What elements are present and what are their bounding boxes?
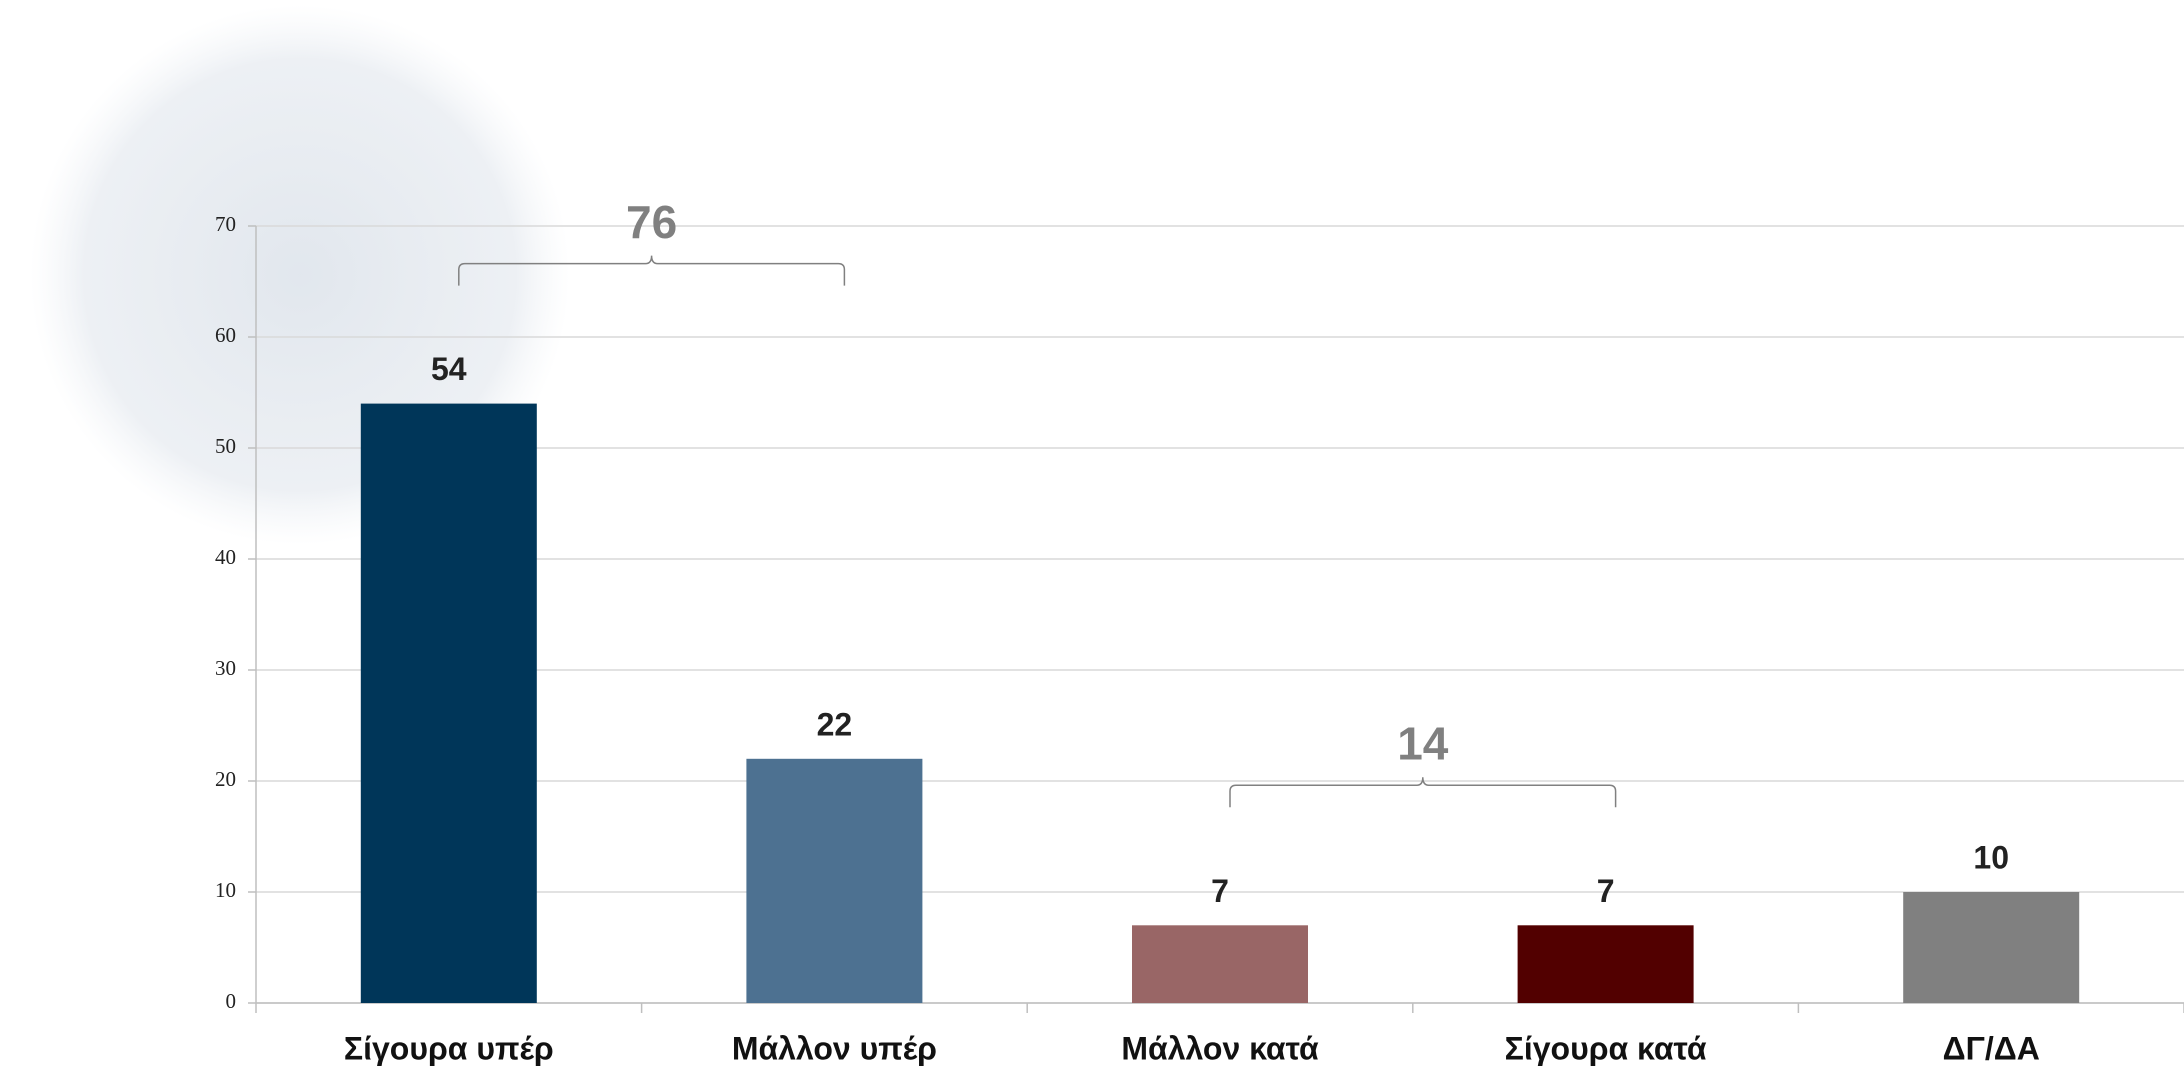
y-tick-label: 70 [215, 212, 236, 236]
bar [1903, 892, 2080, 1003]
y-tick-label: 10 [215, 878, 236, 902]
y-tick-label: 40 [215, 545, 236, 569]
y-tick-label: 30 [215, 656, 236, 680]
bar [746, 758, 923, 1003]
y-tick-label: 20 [215, 767, 236, 791]
y-tick-label: 0 [226, 989, 237, 1013]
bar [1132, 925, 1308, 1003]
bracket [458, 255, 846, 286]
bar [360, 403, 537, 1004]
x-tick-label: ΔΓ/ΔΑ [1943, 1030, 2040, 1066]
value-label: 22 [817, 706, 853, 742]
x-tick-label: Σίγουρα κατά [1505, 1030, 1707, 1066]
value-label: 10 [1973, 839, 2009, 875]
bracket [1229, 777, 1617, 808]
bar [1517, 925, 1694, 1003]
x-tick-label: Μάλλον υπέρ [732, 1030, 937, 1066]
value-label: 54 [431, 351, 467, 387]
y-tick-label: 50 [215, 434, 236, 458]
y-tick-label: 60 [215, 323, 236, 347]
value-label: 7 [1211, 873, 1229, 909]
group-total: 14 [1397, 717, 1449, 769]
x-tick-label: Σίγουρα υπέρ [344, 1030, 554, 1066]
value-label: 7 [1597, 873, 1615, 909]
x-tick-label: Μάλλον κατά [1121, 1030, 1319, 1066]
group-total: 76 [626, 196, 677, 248]
